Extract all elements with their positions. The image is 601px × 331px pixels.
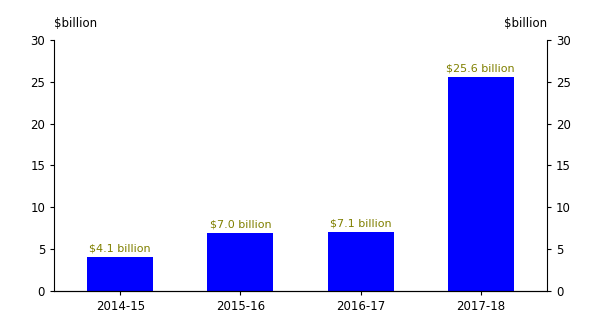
- Bar: [328, 232, 394, 291]
- Bar: [87, 257, 153, 291]
- Text: $7.1 billion: $7.1 billion: [330, 218, 391, 228]
- Text: $billion: $billion: [54, 17, 97, 30]
- Bar: [207, 233, 273, 291]
- Bar: [448, 76, 514, 291]
- Text: $billion: $billion: [504, 17, 547, 30]
- Text: $25.6 billion: $25.6 billion: [447, 63, 515, 73]
- Text: $7.0 billion: $7.0 billion: [210, 219, 271, 229]
- Text: $4.1 billion: $4.1 billion: [90, 244, 151, 254]
